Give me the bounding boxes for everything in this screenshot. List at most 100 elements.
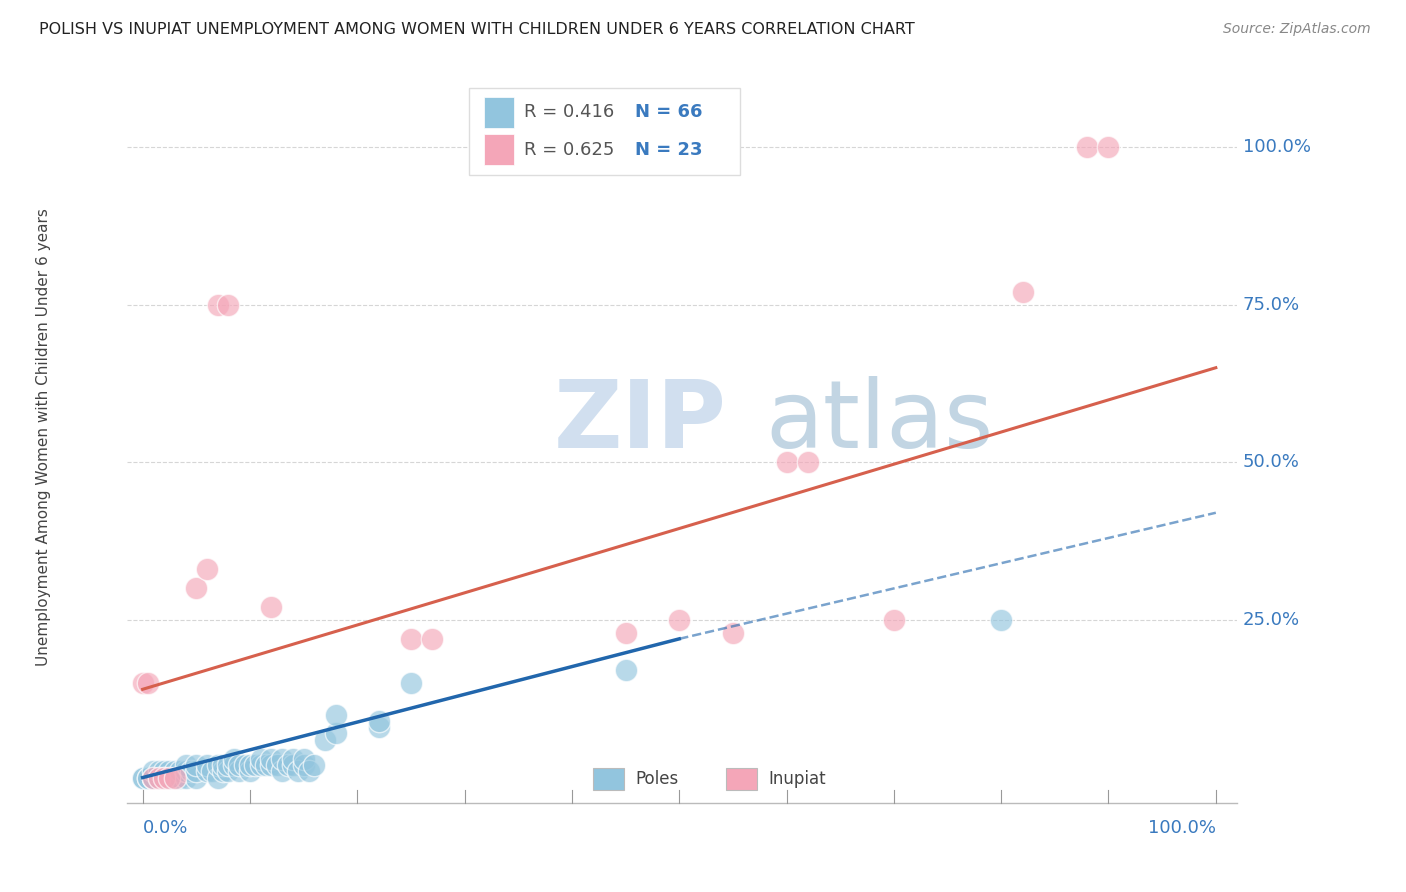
Point: [207, 758, 229, 772]
Point: [195, 764, 218, 779]
Text: 50.0%: 50.0%: [1243, 453, 1299, 471]
Point: [668, 613, 690, 627]
Point: [271, 752, 294, 766]
Point: [254, 758, 277, 772]
Text: Source: ZipAtlas.com: Source: ZipAtlas.com: [1223, 22, 1371, 37]
Text: Unemployment Among Women with Children Under 6 years: Unemployment Among Women with Children U…: [35, 208, 51, 666]
Point: [233, 758, 256, 772]
Point: [207, 298, 229, 312]
Point: [131, 771, 153, 785]
Point: [228, 758, 250, 772]
Point: [180, 764, 202, 779]
Text: N = 23: N = 23: [636, 141, 703, 159]
Point: [163, 771, 186, 785]
Point: [174, 758, 197, 772]
Point: [153, 764, 176, 779]
Text: Inupiat: Inupiat: [769, 770, 827, 788]
Point: [136, 771, 159, 785]
Point: [218, 298, 240, 312]
Point: [131, 676, 153, 690]
Bar: [593, 768, 624, 789]
Point: [399, 676, 422, 690]
Point: [159, 771, 181, 785]
Point: [260, 752, 283, 766]
Point: [276, 758, 298, 772]
Point: [990, 613, 1012, 627]
Text: N = 66: N = 66: [636, 103, 703, 121]
Text: POLISH VS INUPIAT UNEMPLOYMENT AMONG WOMEN WITH CHILDREN UNDER 6 YEARS CORRELATI: POLISH VS INUPIAT UNEMPLOYMENT AMONG WOM…: [39, 22, 915, 37]
Text: 100.0%: 100.0%: [1243, 138, 1310, 156]
Point: [159, 764, 181, 779]
Bar: [727, 768, 758, 789]
Point: [201, 764, 224, 779]
Point: [304, 758, 326, 772]
Point: [212, 758, 235, 772]
Point: [222, 752, 245, 766]
Point: [148, 771, 170, 785]
Point: [186, 771, 208, 785]
Point: [163, 764, 186, 779]
Point: [239, 758, 262, 772]
Point: [142, 771, 165, 785]
Point: [131, 771, 153, 785]
Point: [260, 600, 283, 615]
Point: [239, 764, 262, 779]
Point: [153, 771, 176, 785]
Point: [218, 758, 240, 772]
Point: [271, 764, 294, 779]
Point: [159, 771, 181, 785]
Point: [614, 625, 637, 640]
Point: [260, 758, 283, 772]
Point: [142, 764, 165, 779]
Point: [249, 752, 271, 766]
Point: [186, 582, 208, 596]
Point: [1011, 285, 1033, 299]
Point: [148, 771, 170, 785]
Point: [1097, 140, 1119, 154]
Point: [292, 758, 315, 772]
Point: [422, 632, 444, 646]
Point: [325, 707, 347, 722]
Text: 100.0%: 100.0%: [1147, 819, 1216, 837]
Point: [245, 758, 267, 772]
Point: [614, 664, 637, 678]
Point: [195, 562, 218, 576]
Point: [287, 764, 309, 779]
Text: R = 0.625: R = 0.625: [524, 141, 614, 159]
Point: [367, 714, 389, 728]
Point: [292, 752, 315, 766]
Point: [136, 771, 159, 785]
Point: [174, 771, 197, 785]
Bar: [484, 135, 515, 165]
Text: 25.0%: 25.0%: [1243, 611, 1299, 629]
Point: [142, 771, 165, 785]
Point: [222, 758, 245, 772]
Text: R = 0.416: R = 0.416: [524, 103, 614, 121]
Point: [367, 720, 389, 734]
Point: [721, 625, 744, 640]
Text: 75.0%: 75.0%: [1243, 295, 1299, 314]
Point: [281, 752, 304, 766]
Point: [153, 771, 176, 785]
Point: [153, 771, 176, 785]
Point: [298, 764, 321, 779]
Point: [174, 764, 197, 779]
Point: [186, 764, 208, 779]
Text: Poles: Poles: [636, 770, 679, 788]
FancyBboxPatch shape: [468, 88, 740, 175]
Bar: [484, 97, 515, 128]
Point: [195, 758, 218, 772]
Point: [136, 676, 159, 690]
Point: [207, 771, 229, 785]
Point: [883, 613, 905, 627]
Point: [314, 732, 336, 747]
Text: ZIP: ZIP: [554, 376, 727, 468]
Point: [399, 632, 422, 646]
Point: [797, 455, 820, 469]
Point: [1076, 140, 1098, 154]
Point: [228, 764, 250, 779]
Point: [169, 764, 191, 779]
Point: [212, 764, 235, 779]
Point: [281, 758, 304, 772]
Point: [775, 455, 797, 469]
